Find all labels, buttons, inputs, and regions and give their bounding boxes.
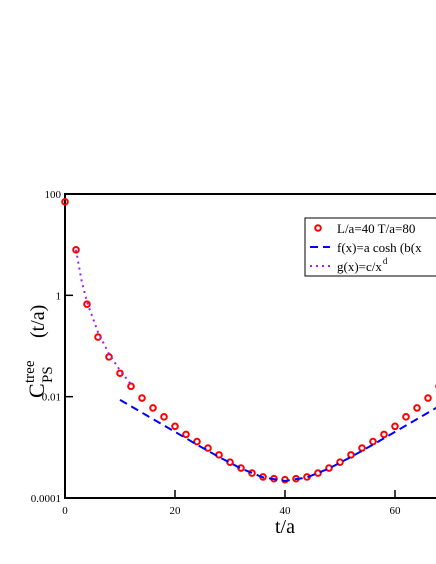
data-point xyxy=(248,469,256,477)
data-point xyxy=(314,469,322,477)
data-point xyxy=(182,430,190,439)
legend-label: f(x)=a cosh (b(x xyxy=(337,240,422,255)
data-point xyxy=(204,444,212,452)
legend-label-sup: d xyxy=(383,256,388,266)
data-point xyxy=(380,430,388,439)
x-tick-label: 20 xyxy=(170,505,182,517)
fit-line xyxy=(75,249,132,385)
legend-label: L/a=40 T/a=80 xyxy=(337,221,415,236)
x-axis-label: t/a xyxy=(275,516,295,538)
fit-line xyxy=(119,398,436,482)
data-point xyxy=(424,394,432,402)
data-point xyxy=(72,246,80,254)
data-point xyxy=(83,300,91,308)
y-tick-label: 0.0001 xyxy=(31,493,61,505)
data-point xyxy=(336,458,344,466)
y-tick-label: 1 xyxy=(56,290,62,302)
x-tick-label: 60 xyxy=(390,505,402,517)
x-tick-label: 0 xyxy=(62,505,68,517)
data-point xyxy=(358,444,366,452)
data-point xyxy=(171,422,179,431)
legend-marker xyxy=(314,224,322,232)
data-point xyxy=(402,413,410,421)
data-point xyxy=(413,404,421,412)
x-tick-label: 40 xyxy=(280,505,292,517)
data-point xyxy=(127,382,135,391)
data-point xyxy=(325,464,333,472)
y-label-sup: tree xyxy=(22,360,38,383)
y-label-sub: PS xyxy=(40,366,56,383)
legend-label: g(x)=c/x xyxy=(337,259,382,274)
y-tick-label: 100 xyxy=(45,189,62,201)
data-point xyxy=(138,394,146,402)
data-point xyxy=(160,413,168,421)
data-point xyxy=(149,404,157,412)
y-tick-label: 0.01 xyxy=(42,392,61,404)
y-axis-label: C tree PS (t/a) xyxy=(22,305,56,398)
data-point xyxy=(391,422,399,431)
y-label-main: C xyxy=(24,383,49,398)
y-label-suffix: (t/a) xyxy=(27,305,49,338)
data-point xyxy=(369,437,377,446)
data-point xyxy=(61,198,69,206)
data-point xyxy=(193,437,201,446)
data-point xyxy=(347,451,355,459)
data-point xyxy=(105,353,113,361)
